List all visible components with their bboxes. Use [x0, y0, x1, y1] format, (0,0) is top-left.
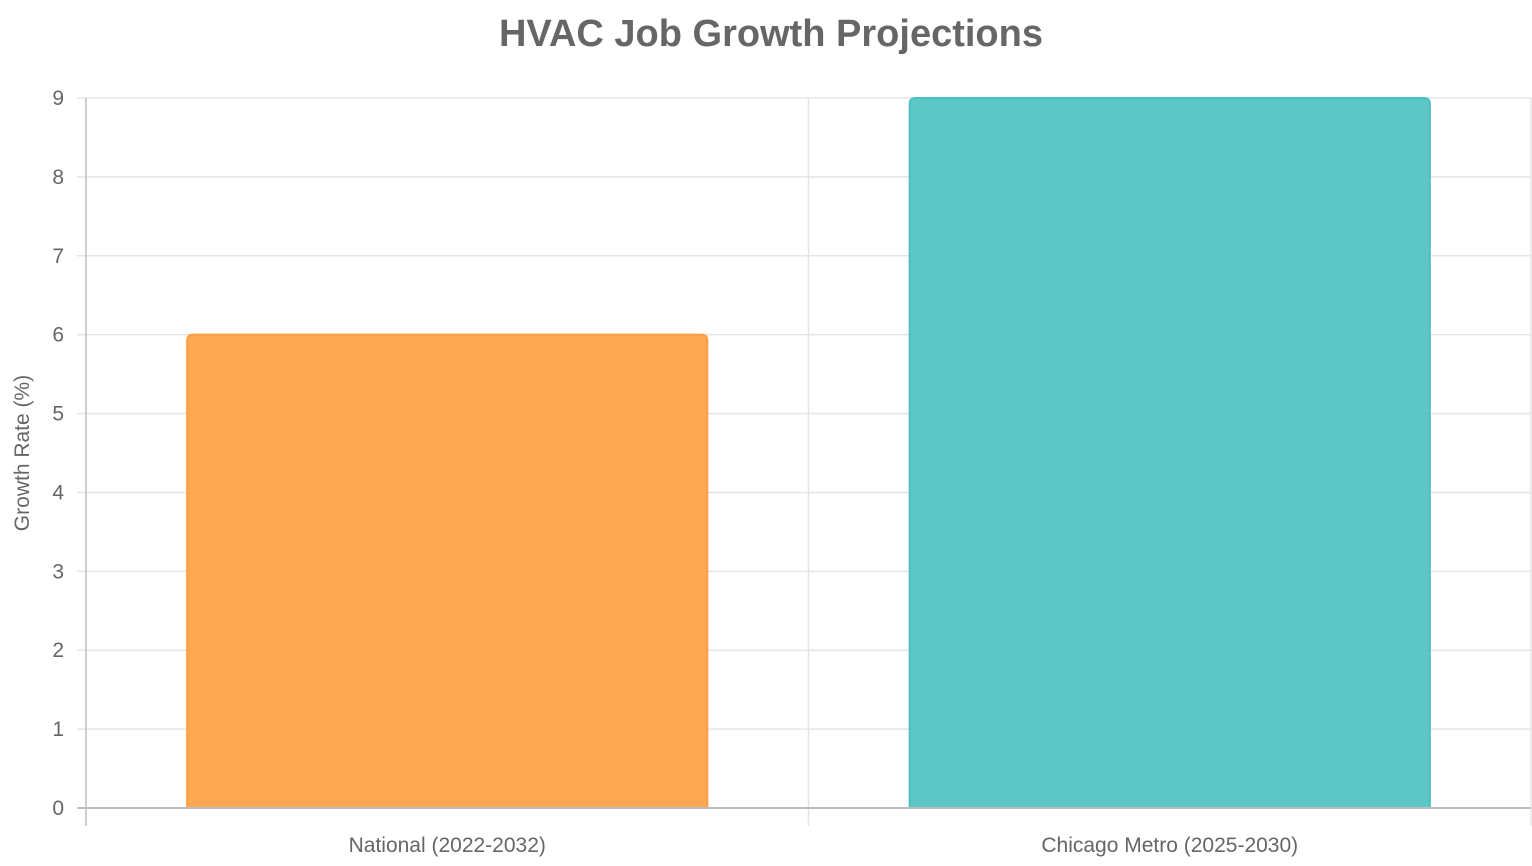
y-tick-label: 6 — [52, 324, 64, 347]
y-tick-label: 8 — [52, 166, 64, 189]
y-axis-ticks: 0 1 2 3 4 5 6 7 8 9 — [52, 87, 64, 820]
plot-area: 0 1 2 3 4 5 6 7 8 9 National (2022-2032) Chicago M… — [52, 87, 1532, 857]
bar[interactable] — [908, 97, 1431, 809]
bar[interactable] — [186, 333, 709, 809]
y-tick-label: 1 — [52, 718, 64, 741]
y-tick-label: 7 — [52, 245, 64, 268]
y-tick-label: 5 — [52, 403, 64, 426]
y-tick-label: 9 — [52, 87, 64, 110]
x-tick-label: National (2022-2032) — [349, 834, 546, 857]
y-tick-label: 0 — [52, 797, 64, 820]
y-tick-label: 2 — [52, 639, 64, 662]
bars — [186, 97, 1431, 809]
y-tick-label: 3 — [52, 560, 64, 583]
y-axis-title: Growth Rate (%) — [11, 375, 34, 531]
x-tick-label: Chicago Metro (2025-2030) — [1041, 834, 1298, 857]
y-tick-label: 4 — [52, 481, 64, 504]
chart-title: HVAC Job Growth Projections — [499, 13, 1043, 55]
x-axis-ticks: National (2022-2032) Chicago Metro (2025-… — [349, 834, 1299, 857]
